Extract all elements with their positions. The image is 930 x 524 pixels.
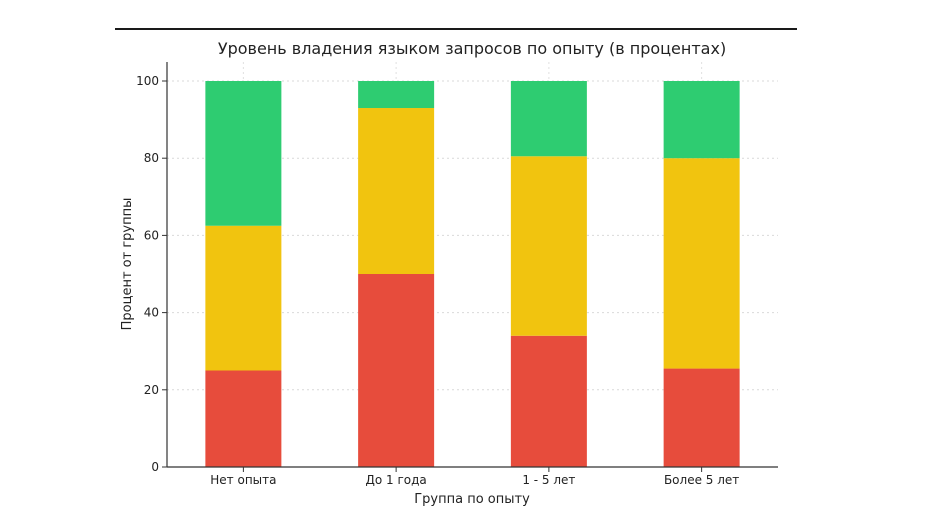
x-tick-label: До 1 года xyxy=(365,473,426,487)
y-tick-label: 100 xyxy=(136,74,159,88)
bar-segment xyxy=(663,368,740,467)
y-tick-label: 20 xyxy=(144,383,159,397)
bar-segment xyxy=(510,81,587,157)
y-tick-label: 40 xyxy=(144,306,159,320)
axes: 0 20 40 60 80 100 Нет опыта До 1 года 1 - 5 лет Б… xyxy=(136,62,778,487)
bar-segment xyxy=(205,370,282,467)
x-axis-title: Группа по опыту xyxy=(414,492,530,507)
bar-segment xyxy=(358,108,435,275)
bars xyxy=(205,81,740,467)
bar-segment xyxy=(510,335,587,467)
bar-segment xyxy=(205,225,282,371)
bar-segment xyxy=(205,81,282,226)
y-axis-title: Процент от группы xyxy=(120,198,135,331)
y-tick-label: 0 xyxy=(151,460,159,474)
y-tick-label: 60 xyxy=(144,228,159,242)
top-divider xyxy=(115,28,797,30)
bar-segment xyxy=(510,156,587,336)
x-tick-label: Более 5 лет xyxy=(664,473,739,487)
x-tick-label: Нет опыта xyxy=(210,473,276,487)
bar-segment xyxy=(358,81,435,109)
x-tick-label: 1 - 5 лет xyxy=(522,473,575,487)
chart-title: Уровень владения языком запросов по опыт… xyxy=(218,39,726,58)
bar-segment xyxy=(663,81,740,159)
bar-segment xyxy=(358,274,435,467)
y-tick-label: 80 xyxy=(144,151,159,165)
bar-segment xyxy=(663,158,740,369)
